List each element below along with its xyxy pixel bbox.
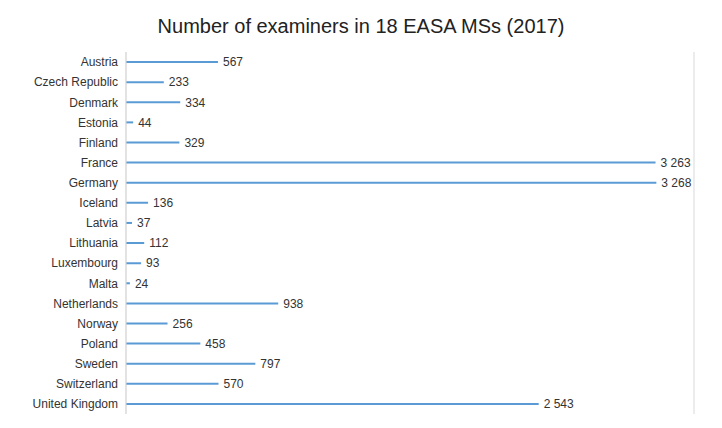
svg-text:112: 112 — [149, 236, 168, 250]
svg-text:Malta: Malta — [89, 277, 119, 291]
svg-text:Iceland: Iceland — [79, 196, 118, 210]
svg-text:Norway: Norway — [77, 317, 118, 331]
svg-text:329: 329 — [184, 136, 204, 150]
svg-text:797: 797 — [260, 357, 280, 371]
svg-text:24: 24 — [135, 277, 149, 291]
svg-text:458: 458 — [205, 337, 225, 351]
svg-text:44: 44 — [138, 116, 152, 130]
svg-text:256: 256 — [173, 317, 193, 331]
svg-text:Germany: Germany — [69, 176, 118, 190]
svg-text:570: 570 — [224, 377, 244, 391]
svg-text:3 263: 3 263 — [661, 156, 691, 170]
svg-text:938: 938 — [283, 297, 303, 311]
svg-text:Austria: Austria — [81, 55, 119, 69]
html-text:Number of examiners in 18 EASA: Number of examiners in 18 EASA MSs (2017… — [157, 15, 565, 37]
svg-text:Poland: Poland — [81, 337, 118, 351]
svg-text:Finland: Finland — [79, 136, 118, 150]
svg-text:United Kingdom: United Kingdom — [33, 397, 118, 411]
svg-text:37: 37 — [137, 216, 151, 230]
svg-text:Switzerland: Switzerland — [56, 377, 118, 391]
svg-text:136: 136 — [153, 196, 173, 210]
svg-text:Latvia: Latvia — [86, 216, 118, 230]
svg-text:Lithuania: Lithuania — [69, 236, 118, 250]
svg-text:334: 334 — [185, 96, 205, 110]
svg-text:Sweden: Sweden — [75, 357, 118, 371]
svg-text:Czech Republic: Czech Republic — [34, 75, 118, 89]
svg-text:3 268: 3 268 — [661, 176, 691, 190]
svg-text:Estonia: Estonia — [78, 116, 118, 130]
svg-text:France: France — [81, 156, 119, 170]
svg-text:567: 567 — [223, 55, 243, 69]
svg-text:93: 93 — [146, 256, 160, 270]
svg-text:Netherlands: Netherlands — [53, 297, 118, 311]
svg-text:2 543: 2 543 — [544, 397, 574, 411]
svg-text:233: 233 — [169, 75, 189, 89]
svg-text:Denmark: Denmark — [69, 96, 119, 110]
svg-text:Luxembourg: Luxembourg — [51, 256, 118, 270]
